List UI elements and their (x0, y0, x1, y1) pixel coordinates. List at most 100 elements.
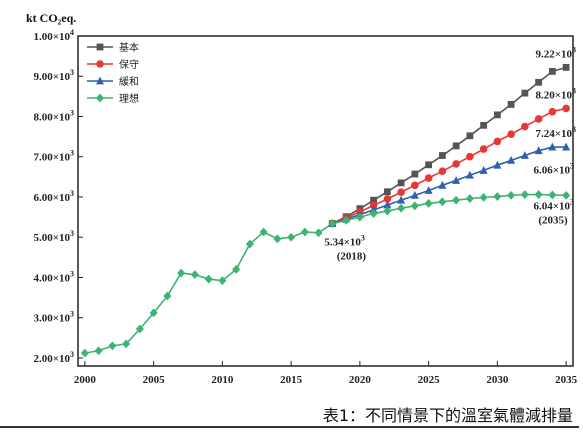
x-tick-label: 2025 (418, 374, 441, 386)
data-point (245, 239, 254, 249)
data-point (466, 152, 474, 161)
data-point (190, 270, 199, 280)
value-annotation: 6.06×103 (533, 162, 574, 177)
data-point (232, 265, 241, 274)
data-point (534, 146, 543, 155)
data-point (397, 203, 406, 213)
series-line (332, 107, 567, 225)
data-point (493, 111, 501, 119)
data-point (163, 291, 172, 301)
data-point (548, 190, 557, 200)
series-line (332, 146, 567, 225)
data-point (342, 215, 351, 225)
data-point (465, 194, 474, 203)
x-tick-label: 2030 (486, 374, 509, 386)
caption-bar: 表1：不同情景下的溫室氣體減排量 (0, 400, 579, 428)
annotations: 9.22×103 8.20×103 7.24×103 6.06×103 6.04×103… (324, 45, 576, 262)
data-point (548, 107, 557, 116)
data-point (562, 104, 570, 113)
data-point (438, 167, 447, 176)
value-annotation: 8.20×103 (535, 86, 576, 101)
data-point (122, 339, 131, 349)
x-tick-label: 2035 (555, 374, 578, 386)
emissions-chart: kt CO₂eq. 2.00×103 3.00×103 4.00×103 5.00×1… (26, 11, 578, 386)
data-point (397, 188, 405, 196)
data-point (135, 324, 144, 334)
y-axis-title: kt CO₂eq. (26, 11, 76, 25)
y-axis-ticks: 2.00×103 3.00×103 4.00×103 5.00×103 6.00×103… (33, 28, 83, 365)
legend-swatch-marker (96, 76, 104, 85)
data-point (507, 101, 515, 108)
y-tick-label: 4.00×103 (33, 269, 74, 284)
data-point (507, 190, 516, 200)
legend-label: 理想 (119, 92, 139, 105)
data-point (328, 219, 337, 228)
value-annotation: 5.34×103 (324, 234, 365, 249)
data-point (204, 274, 213, 284)
data-point (218, 276, 227, 286)
data-point (548, 142, 557, 151)
data-point (383, 195, 392, 203)
x-tick-label: 2015 (280, 374, 303, 386)
data-point (355, 212, 364, 222)
data-point (479, 145, 488, 153)
data-point (383, 206, 392, 216)
data-point (383, 188, 391, 196)
data-point (521, 89, 529, 97)
legend-swatch-marker (96, 93, 104, 103)
data-point (562, 190, 571, 200)
y-tick-label: 2.00×103 (33, 350, 74, 365)
legend-label: 基本 (119, 41, 139, 54)
x-axis-ticks: 2000 2005 2010 2015 2020 2025 2030 2035 (74, 361, 578, 386)
data-point (369, 201, 378, 210)
x-tick-label: 2005 (143, 374, 166, 386)
data-point (452, 176, 461, 184)
data-point (383, 200, 392, 209)
data-point (562, 63, 570, 71)
data-point (493, 160, 502, 169)
annotation-year: (2035) (538, 214, 568, 226)
data-point (438, 180, 447, 189)
y-tick-label: 7.00×103 (33, 149, 74, 164)
data-point (424, 174, 433, 182)
y-tick-label: 9.00×103 (33, 68, 74, 83)
data-point (410, 201, 419, 211)
data-point (520, 151, 529, 159)
data-point (177, 268, 186, 278)
data-point (80, 348, 89, 358)
data-point (548, 68, 556, 75)
y-tick-label: 6.00×103 (33, 189, 74, 204)
data-point (534, 115, 543, 123)
data-point (397, 179, 405, 187)
x-tick-label: 2010 (211, 374, 234, 386)
data-point (410, 190, 419, 199)
data-point (411, 170, 419, 178)
data-point (466, 132, 474, 140)
data-point (369, 209, 378, 218)
data-point (493, 192, 502, 201)
annotation-year: (2018) (337, 251, 367, 263)
data-point (534, 190, 543, 199)
legend-label: 保守 (119, 58, 139, 71)
data-point (452, 195, 461, 205)
historical-line (84, 222, 333, 354)
y-tick-label: 3.00×103 (33, 310, 74, 325)
y-tick-label: 5.00×103 (33, 229, 74, 244)
data-point (397, 195, 406, 204)
data-point (108, 341, 117, 351)
y-tick-label: 1.00×104 (33, 28, 74, 43)
data-point (149, 308, 158, 318)
data-point (507, 155, 516, 164)
value-annotation: 9.22×103 (535, 45, 576, 60)
figure-caption: 表1：不同情景下的溫室氣體減排量 (322, 406, 573, 425)
data-point (465, 170, 474, 179)
x-tick-label: 2020 (349, 374, 372, 386)
legend-swatch-marker (96, 43, 104, 51)
legend-label: 緩和 (119, 75, 139, 88)
legend-swatch-marker (96, 60, 104, 68)
series-line (332, 66, 567, 225)
data-point (479, 166, 488, 174)
data-point (438, 197, 447, 207)
data-point (493, 137, 502, 146)
